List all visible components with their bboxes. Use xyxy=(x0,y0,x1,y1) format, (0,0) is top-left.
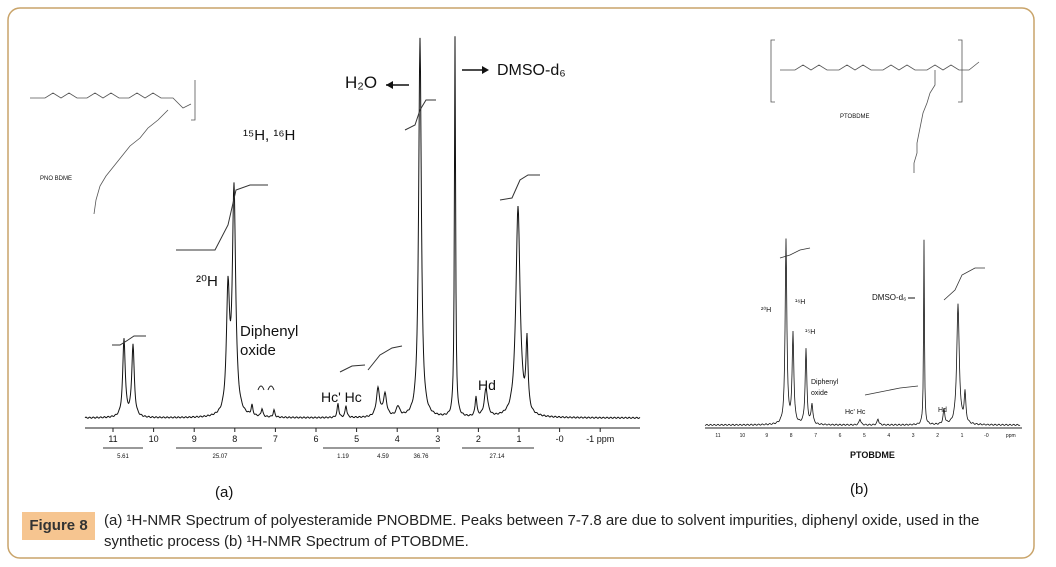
peak-label: DMSO-d₆ xyxy=(497,62,566,79)
integral-curve xyxy=(499,174,540,201)
peak-label: H₂O xyxy=(345,73,377,92)
axis-tick-label: 2 xyxy=(936,433,939,439)
peak-label: Hc' Hc xyxy=(845,409,866,416)
axis-tick-label: -0 xyxy=(984,433,989,439)
axis-tick-label: 1 xyxy=(516,434,521,444)
axis-tick-label: 6 xyxy=(313,434,318,444)
integral-curve xyxy=(176,184,268,251)
axis-tick-label: 5 xyxy=(354,434,359,444)
integral-curve xyxy=(367,345,403,371)
panel-label: (b) xyxy=(850,481,868,498)
axis-tick-label: 7 xyxy=(814,433,817,439)
integral-curve xyxy=(404,99,436,131)
peak-label: ¹⁵H, ¹⁶H xyxy=(243,127,295,144)
peak-label: Hd xyxy=(478,377,496,393)
integral-curve xyxy=(779,247,811,259)
panel-label: (a) xyxy=(215,484,233,501)
spectrum xyxy=(84,36,641,420)
peak-label: ¹⁵H xyxy=(805,329,815,336)
axis-tick-label: 3 xyxy=(435,434,440,444)
axis-tick-label: 9 xyxy=(192,434,197,444)
structure-b xyxy=(770,39,980,173)
axis-tick-label: 9 xyxy=(765,433,768,439)
integral-curve xyxy=(112,335,146,346)
axis-tick-label: 4 xyxy=(395,434,400,444)
peak-label: ²⁰H xyxy=(196,273,218,290)
peak-label: Hd xyxy=(938,407,947,414)
integral-value: 1.19 xyxy=(337,454,349,460)
integral-value: 27.14 xyxy=(489,454,505,460)
peak-label: oxide xyxy=(240,342,276,359)
peak-label: oxide xyxy=(811,390,828,397)
peak-label: Diphenyl xyxy=(240,323,298,340)
peak-label: Hc' Hc xyxy=(321,389,362,405)
peak-label: ²⁰H xyxy=(761,306,771,314)
integral-value: 36.76 xyxy=(413,454,429,460)
axis-tick-label: 10 xyxy=(740,433,746,439)
axis-tick-label: -1 ppm xyxy=(586,434,614,444)
spectrum xyxy=(704,238,1021,426)
axis-tick-label: 2 xyxy=(476,434,481,444)
axis-tick-label: -0 xyxy=(556,434,564,444)
caption-label: Figure 8 xyxy=(22,512,95,540)
integral-curve xyxy=(943,267,985,301)
axis-tick-label: 7 xyxy=(273,434,278,444)
integral-value: 4.59 xyxy=(377,454,389,460)
frame xyxy=(7,7,1035,559)
peak-label: DMSO-d₆ xyxy=(872,293,906,302)
integral-value: 25.07 xyxy=(212,454,228,460)
axis-tick-label: 5 xyxy=(863,433,866,439)
axis-tick-label: ppm xyxy=(1006,433,1016,439)
axis-tick-label: 8 xyxy=(232,434,237,444)
integral-curve xyxy=(339,364,366,373)
axis-title: PTOBDME xyxy=(850,450,895,460)
axis-tick-label: 4 xyxy=(887,433,890,439)
structure-label: PNO BDME xyxy=(40,176,72,182)
axis-tick-label: 6 xyxy=(839,433,842,439)
integral-value: 5.61 xyxy=(117,454,129,460)
structure-a xyxy=(30,80,196,215)
arrowhead xyxy=(386,81,393,89)
axis-tick-label: 1 xyxy=(961,433,964,439)
bracket xyxy=(257,385,275,391)
caption-text: (a) ¹H-NMR Spectrum of polyesteramide PN… xyxy=(104,512,980,550)
axis-tick-label: 11 xyxy=(108,434,117,444)
peak-label: Diphenyl xyxy=(811,379,839,386)
axis-tick-label: 10 xyxy=(149,434,159,444)
axis-tick-label: 11 xyxy=(715,433,720,439)
axis-tick-label: 8 xyxy=(790,433,793,439)
structure-label: PTOBDME xyxy=(840,114,870,120)
axis-tick-label: 3 xyxy=(912,433,915,439)
integral-curve xyxy=(864,385,919,396)
arrowhead xyxy=(482,66,489,74)
peak-label: ¹⁶H xyxy=(795,299,805,306)
